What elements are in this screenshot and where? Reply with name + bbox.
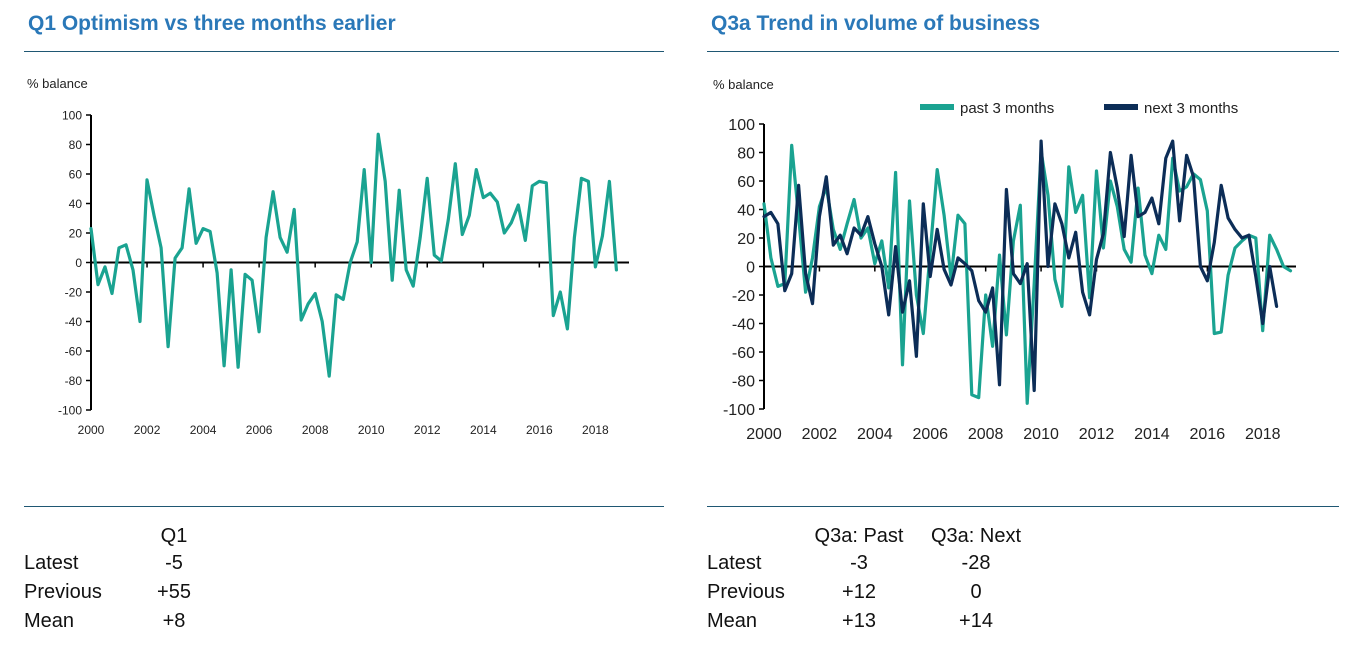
q3a-x-tick-label: 2000	[746, 426, 782, 443]
q3a-y-tick-label: 40	[737, 202, 755, 219]
q3a-legend-label-2: next 3 months	[1144, 100, 1238, 117]
q3a-x-tick-label: 2008	[968, 426, 1004, 443]
q3a-row-previous-next: 0	[970, 581, 982, 603]
q3a-x-tick-label: 2014	[1134, 426, 1170, 443]
q3a-y-tick-label: -100	[723, 402, 755, 419]
q1-x-tick-label: 2018	[582, 423, 609, 437]
q1-y-tick-label: 0	[75, 256, 82, 270]
q1-row-mean-value: +8	[162, 610, 186, 632]
q1-y-tick-label: 100	[62, 108, 82, 122]
q3a-title-rule	[707, 51, 1339, 52]
q3a-x-tick-label: 2002	[802, 426, 838, 443]
q1-y-tick-label: 60	[69, 167, 83, 181]
q3a-y-tick-label: 80	[737, 145, 755, 162]
q1-title-rule	[24, 51, 664, 52]
q1-row-latest-label: Latest	[24, 552, 79, 574]
q1-row-latest-value: -5	[165, 552, 183, 574]
q1-x-tick-label: 2014	[470, 423, 497, 437]
q1-y-tick-label: -60	[65, 344, 83, 358]
q1-y-tick-label: -20	[65, 285, 83, 299]
q1-row-mean-label: Mean	[24, 610, 75, 632]
q3a-row-latest-next: -28	[961, 552, 991, 574]
q3a-x-tick-label: 2012	[1079, 426, 1115, 443]
q1-row-previous-label: Previous	[24, 581, 102, 603]
q3a-table-rule	[707, 506, 1339, 507]
q3a-panel: Q3a Trend in volume of business % balanc…	[707, 0, 1339, 655]
q1-col-header: Q1	[160, 525, 188, 547]
q1-x-tick-label: 2012	[414, 423, 441, 437]
q1-x-tick-label: 2004	[190, 423, 217, 437]
q3a-row-mean-label: Mean	[707, 610, 758, 632]
q1-y-tick-label: -80	[65, 374, 83, 388]
q3a-row-previous-past: +12	[842, 581, 876, 603]
q3a-series-line-1	[762, 143, 1293, 405]
q1-y-tick-label: 40	[69, 197, 83, 211]
q1-y-tick-label: 20	[69, 226, 83, 240]
q1-row-previous-value: +55	[157, 581, 191, 603]
q3a-y-tick-label: -40	[732, 316, 755, 333]
q1-y-tick-label: 80	[69, 138, 83, 152]
q1-panel: Q1 Optimism vs three months earlier % ba…	[24, 0, 664, 655]
q1-y-tick-label: -100	[58, 403, 82, 417]
q3a-x-tick-label: 2006	[912, 426, 948, 443]
q3a-col-header-next: Q3a: Next	[930, 525, 1022, 547]
q3a-x-tick-label: 2010	[1023, 426, 1059, 443]
q3a-x-tick-label: 2018	[1245, 426, 1281, 443]
q3a-y-tick-label: 0	[746, 259, 755, 276]
q3a-series-line-2	[762, 139, 1279, 393]
q3a-y-tick-label: 100	[728, 117, 755, 134]
q3a-unit-label: % balance	[713, 77, 774, 92]
q1-x-tick-label: 2016	[526, 423, 553, 437]
q1-x-tick-label: 2008	[302, 423, 329, 437]
q1-stats-table: Q1 Latest -5 Previous +55 Mean +8	[24, 0, 664, 655]
q1-x-tick-label: 2006	[246, 423, 273, 437]
q3a-y-tick-label: -80	[732, 373, 755, 390]
q3a-chart-title: Q3a Trend in volume of business	[711, 12, 1041, 35]
q3a-y-tick-label: 60	[737, 174, 755, 191]
q3a-row-latest-past: -3	[850, 552, 868, 574]
q3a-stats-table: Q3a: Past Q3a: Next Latest -3 -28 Previo…	[707, 0, 1339, 655]
q3a-row-mean-next: +14	[959, 610, 993, 632]
q1-x-tick-label: 2002	[134, 423, 161, 437]
q3a-y-tick-label: -20	[732, 288, 755, 305]
q3a-row-latest-label: Latest	[707, 552, 762, 574]
q1-table-rule	[24, 506, 664, 507]
q1-x-tick-label: 2010	[358, 423, 385, 437]
q1-series-line-1	[89, 132, 619, 378]
q1-x-tick-label: 2000	[78, 423, 105, 437]
q1-y-tick-label: -40	[65, 315, 83, 329]
q3a-legend-label-1: past 3 months	[960, 100, 1054, 117]
q3a-line-chart: % balance -100 -80 -60 -40 -20 0 20 40 60 80 100 20…	[713, 77, 1296, 443]
q3a-x-tick-label: 2004	[857, 426, 893, 443]
q3a-y-tick-label: 20	[737, 231, 755, 248]
q3a-row-previous-label: Previous	[707, 581, 785, 603]
q3a-x-tick-label: 2016	[1190, 426, 1226, 443]
q3a-col-header-past: Q3a: Past	[814, 525, 904, 547]
q3a-y-tick-label: -60	[732, 345, 755, 362]
q1-line-chart: % balance -100 -80 -60 -40 -20 0 20 40 60 80 100 20…	[27, 76, 629, 437]
q1-unit-label: % balance	[27, 76, 88, 91]
q1-chart-title: Q1 Optimism vs three months earlier	[28, 12, 396, 35]
q3a-row-mean-past: +13	[842, 610, 876, 632]
